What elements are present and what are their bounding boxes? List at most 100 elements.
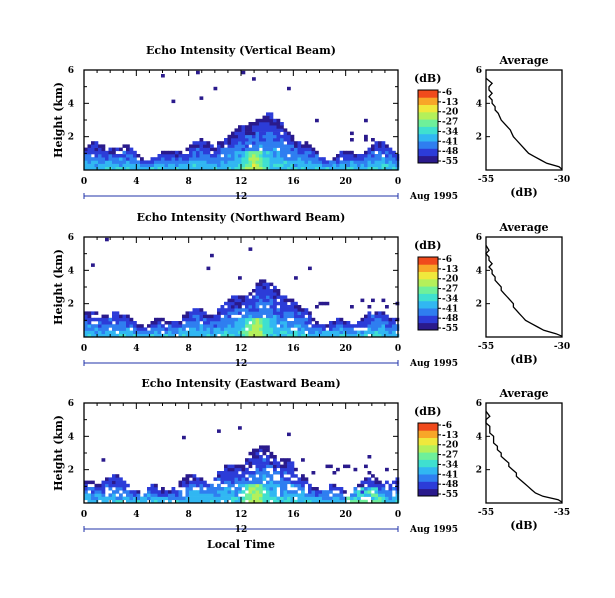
heatmap-cell [332, 333, 337, 338]
heatmap-cell [115, 474, 120, 478]
heatmap-cell [287, 458, 291, 462]
heatmap-cell [297, 160, 302, 164]
heatmap-cell [206, 330, 211, 335]
heatmap-cell [119, 330, 123, 335]
heatmap-cell [112, 490, 116, 494]
heatmap-cell [220, 163, 225, 168]
heatmap-cell [276, 321, 281, 325]
heatmap-cell [129, 163, 134, 168]
heatmap-cell [245, 305, 249, 309]
heatmap-cell [367, 157, 372, 161]
heatmap-cell [290, 134, 295, 139]
heatmap-cell [231, 330, 235, 335]
heatmap-cell [115, 324, 120, 328]
heatmap-cell [196, 163, 200, 168]
heatmap-cell [385, 490, 389, 494]
heatmap-cell [259, 154, 263, 158]
heatmap-cell [245, 147, 249, 152]
heatmap-cell [192, 317, 197, 322]
heatmap-cell [381, 490, 386, 494]
heatmap-cell [266, 448, 270, 453]
heatmap-cell [273, 327, 277, 331]
heatmap-cell [182, 435, 186, 440]
heatmap-cell [150, 333, 155, 338]
heatmap-cell [217, 160, 221, 164]
heatmap-cell [245, 483, 249, 488]
heatmap-cell [248, 247, 253, 251]
heatmap-cell [329, 166, 333, 171]
heatmap-cell [154, 487, 158, 491]
heatmap-cell [259, 445, 263, 449]
heatmap-cell [101, 150, 106, 155]
heatmap-cell [311, 317, 316, 322]
heatmap-cell [189, 157, 193, 161]
heatmap-cell [213, 490, 218, 494]
profile-x-label: (dB) [510, 353, 537, 366]
heatmap-cell [269, 118, 274, 123]
heatmap-cell [374, 141, 379, 145]
heatmap-cell [87, 154, 92, 158]
heatmap-cell [388, 496, 393, 501]
heatmap-cell [276, 122, 281, 126]
heatmap-cell [255, 128, 260, 132]
heatmap-cell [119, 157, 123, 161]
colorbar-unit: (dB) [414, 239, 441, 252]
heatmap-cell [227, 298, 232, 303]
heatmap-cell [248, 298, 253, 303]
heatmap-cell [325, 496, 330, 501]
heatmap-cell [234, 138, 239, 142]
heatmap-cell [290, 471, 295, 475]
heatmap-cell [196, 477, 200, 481]
heatmap-cell [262, 321, 267, 325]
profile-x-tick-label: -55 [478, 175, 494, 185]
heatmap-cell [367, 321, 372, 325]
heatmap-cell [273, 122, 277, 126]
heatmap-cell [252, 311, 256, 315]
heatmap-cell [364, 324, 368, 328]
heatmap-cell [294, 314, 298, 319]
heatmap-cell [392, 499, 396, 504]
heatmap-cell [122, 321, 127, 325]
heatmap-cell [371, 163, 375, 168]
y-tick-label: 4 [68, 99, 74, 109]
heatmap-cell [269, 490, 274, 494]
heatmap-cell [241, 147, 246, 152]
heatmap-cell [227, 496, 232, 501]
heatmap-cell [371, 321, 375, 325]
heatmap-cell [217, 477, 221, 481]
heatmap-cell [203, 330, 207, 335]
heatmap-cell [381, 324, 386, 328]
heatmap-cell [301, 499, 305, 504]
heatmap-cell [227, 301, 232, 306]
heatmap-cell [343, 324, 347, 328]
heatmap-cell [273, 285, 277, 290]
heatmap-cell [238, 467, 242, 472]
heatmap-cell [353, 157, 358, 161]
heatmap-cell [196, 480, 200, 485]
heatmap-cell [273, 163, 277, 168]
heatmap-cell [87, 321, 92, 325]
heatmap-cell [108, 496, 113, 501]
heatmap-cell [381, 487, 386, 491]
heatmap-cell [224, 160, 228, 164]
heatmap-cell [178, 496, 183, 501]
heatmap-cell [374, 166, 379, 171]
heatmap-cell [105, 327, 109, 331]
heatmap-cell [367, 471, 372, 475]
heatmap-cell [143, 493, 148, 497]
heatmap-cell [206, 490, 211, 494]
heatmap-cell [105, 324, 109, 328]
heatmap-cell [255, 138, 260, 142]
heatmap-cell [304, 324, 309, 328]
heatmap-cell [332, 487, 337, 491]
heatmap-cell [224, 141, 228, 145]
heatmap-cell [192, 163, 197, 168]
heatmap-cell [185, 480, 190, 485]
heatmap-cell [185, 483, 190, 488]
heatmap-cell [308, 311, 312, 315]
heatmap-cell [178, 490, 183, 494]
heatmap-cell [101, 483, 106, 488]
heatmap-cell [164, 490, 169, 494]
heatmap-cell [262, 289, 267, 293]
heatmap-cell [371, 333, 375, 338]
